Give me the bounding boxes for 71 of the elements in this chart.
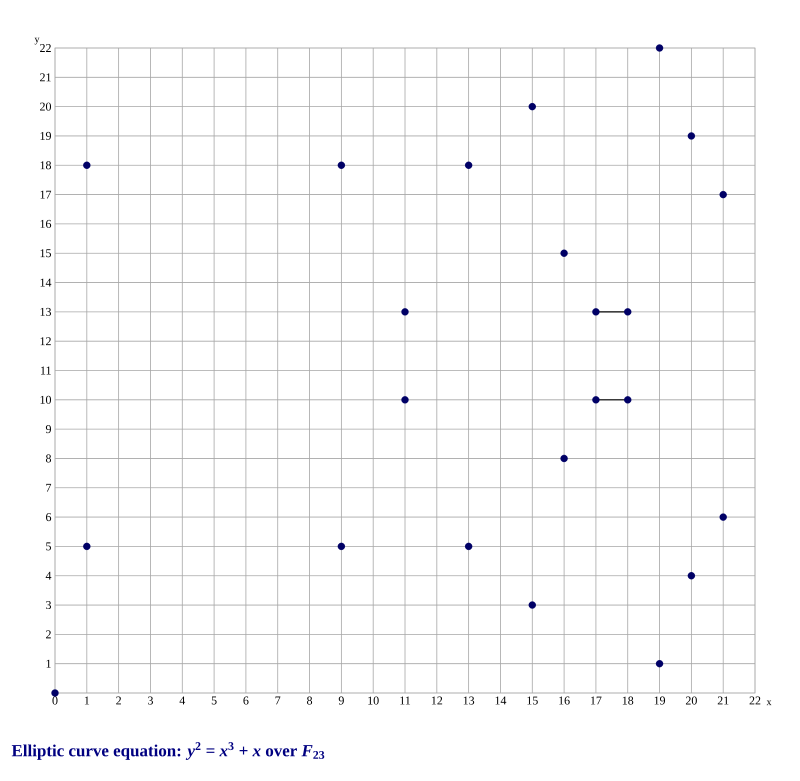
- point: [688, 572, 696, 580]
- y-tick-label: 18: [40, 161, 52, 170]
- y-tick-label: 17: [40, 190, 52, 199]
- point: [688, 132, 696, 140]
- y-tick-label: 20: [40, 102, 52, 111]
- x-tick-label: 22: [750, 696, 760, 704]
- point: [560, 454, 568, 462]
- y-tick-label: 3: [46, 601, 52, 610]
- x-tick-label: 10: [368, 696, 379, 705]
- x-tick-label: 12: [432, 696, 442, 704]
- x-tick-label: 16: [559, 696, 570, 705]
- x-tick-label: 11: [400, 696, 410, 704]
- y-tick-label: 11: [41, 366, 51, 374]
- x-tick-label: 6: [243, 696, 249, 705]
- x-tick-label: 1: [84, 696, 90, 704]
- x-tick-label: 2: [116, 696, 121, 704]
- x-axis-title: x: [766, 700, 772, 706]
- y-tick-label: 8: [46, 454, 52, 462]
- y-tick-label: 19: [40, 132, 51, 140]
- point: [338, 542, 346, 550]
- x-tick-label: 15: [527, 696, 538, 705]
- point: [528, 601, 536, 609]
- point: [656, 44, 664, 52]
- x-tick-label: 17: [590, 696, 602, 704]
- x-tick-label: 4: [180, 696, 186, 704]
- point: [624, 308, 632, 316]
- x-tick-label: 18: [622, 696, 634, 705]
- x-tick-label: 7: [276, 696, 280, 704]
- y-tick-label: 14: [40, 278, 52, 286]
- y-tick-label: 7: [46, 484, 52, 492]
- y-tick-label: 1: [46, 660, 51, 668]
- point: [338, 162, 346, 169]
- y-tick-label: 5: [46, 542, 52, 550]
- point: [624, 396, 632, 404]
- y-tick-label: 13: [40, 308, 52, 316]
- y-tick-label: 10: [40, 396, 52, 404]
- y-tick-label: 6: [46, 513, 52, 522]
- x-tick-label: 14: [496, 696, 506, 704]
- point: [401, 308, 409, 316]
- point: [592, 308, 600, 316]
- point: [656, 660, 664, 668]
- point: [83, 162, 91, 169]
- point: [464, 542, 472, 550]
- point: [720, 513, 727, 521]
- y-axis-title: y: [34, 38, 40, 44]
- point: [83, 542, 91, 550]
- point: [528, 102, 536, 110]
- x-tick-label: 13: [464, 696, 474, 705]
- x-tick-label: 0: [52, 696, 58, 705]
- chart-title: Elliptic curve equation: y$^{2}$ = x$^{3}$ + x over F$_{23}$: [12, 742, 324, 760]
- y-tick-label: 16: [40, 220, 52, 228]
- point: [592, 396, 600, 404]
- point: [401, 396, 409, 404]
- y-tick-label: 2: [46, 630, 51, 638]
- y-tick-label: 9: [46, 425, 51, 434]
- x-tick-label: 21: [718, 696, 728, 704]
- x-tick-label: 3: [148, 696, 153, 705]
- y-tick-label: 12: [40, 337, 51, 346]
- point: [464, 162, 472, 169]
- x-tick-label: 8: [307, 696, 312, 705]
- x-tick-label: 20: [686, 696, 697, 705]
- x-tick-label: 9: [338, 696, 344, 705]
- x-tick-label: 5: [212, 696, 217, 704]
- x-tick-label: 19: [654, 696, 666, 705]
- point: [51, 689, 59, 697]
- point: [720, 190, 727, 198]
- y-tick-label: 15: [40, 249, 52, 258]
- y-tick-label: 4: [46, 572, 52, 580]
- y-tick-label: 22: [40, 44, 51, 52]
- point: [560, 250, 568, 257]
- y-tick-label: 21: [40, 73, 51, 82]
